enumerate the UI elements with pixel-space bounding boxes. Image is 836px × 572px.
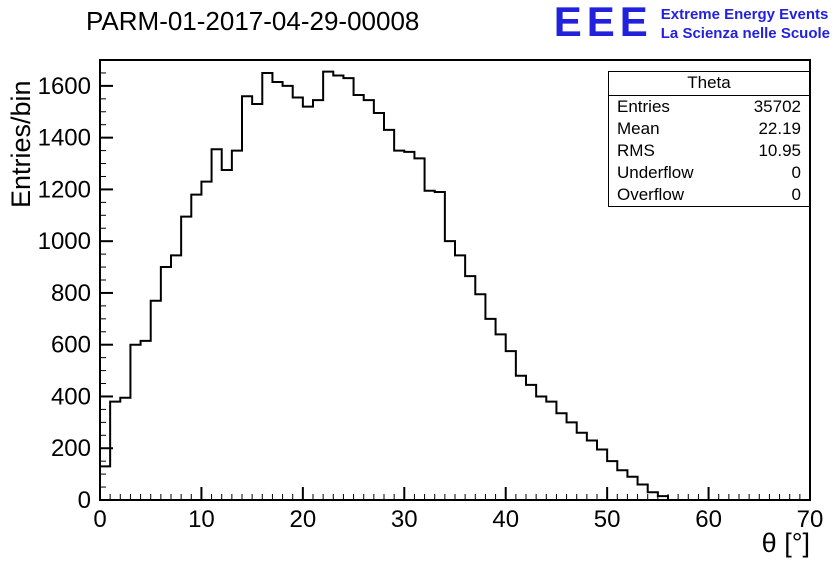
x-tick-label: 30 <box>391 506 418 533</box>
stats-label: Mean <box>617 119 660 138</box>
y-tick-label: 400 <box>51 383 91 410</box>
stats-row-mean: Mean 22.19 <box>609 118 809 140</box>
x-tick-label: 70 <box>797 506 824 533</box>
stats-title: Theta <box>609 72 809 96</box>
x-tick-label: 40 <box>492 506 519 533</box>
stats-value: 0 <box>791 163 801 182</box>
stats-value: 0 <box>791 185 801 204</box>
eee-tagline-2: La Scienza nelle Scuole <box>660 25 830 42</box>
y-tick-label: 1600 <box>38 73 91 100</box>
x-axis-label: θ [°] <box>762 528 810 558</box>
stats-label: RMS <box>617 141 655 160</box>
eee-logo: EEE Extreme Energy Events La Scienza nel… <box>553 0 830 45</box>
y-tick-label: 1400 <box>38 125 91 152</box>
y-tick-label: 0 <box>78 487 91 514</box>
y-tick-label: 200 <box>51 435 91 462</box>
histogram-line <box>99 70 810 501</box>
y-tick-label: 1200 <box>38 176 91 203</box>
stats-label: Entries <box>617 97 670 116</box>
x-tick-label: 20 <box>290 506 317 533</box>
stats-row-underflow: Underflow 0 <box>609 162 809 184</box>
eee-tagline-1: Extreme Energy Events <box>660 6 829 23</box>
y-tick-label: 800 <box>51 280 91 307</box>
stats-value: 22.19 <box>758 119 801 138</box>
eee-logo-taglines: Extreme Energy Events La Scienza nelle S… <box>661 3 830 43</box>
x-tick-label: 10 <box>188 506 215 533</box>
stats-label: Overflow <box>617 185 685 204</box>
stats-value: 10.95 <box>758 141 801 160</box>
stats-row-rms: RMS 10.95 <box>609 140 809 162</box>
x-tick-label: 50 <box>594 506 621 533</box>
stats-label: Underflow <box>617 163 694 182</box>
y-tick-label: 600 <box>51 332 91 359</box>
y-axis-label: Entries/bin <box>6 80 36 208</box>
x-tick-label: 60 <box>695 506 722 533</box>
stats-row-overflow: Overflow 0 <box>609 184 809 206</box>
y-tick-label: 1000 <box>38 228 91 255</box>
plot-title: PARM-01-2017-04-29-00008 <box>86 6 420 36</box>
x-tick-label: 0 <box>93 506 106 533</box>
eee-logo-text: EEE <box>553 0 653 45</box>
stats-row-entries: Entries 35702 <box>609 96 809 118</box>
stats-value: 35702 <box>753 97 801 116</box>
stats-box: Theta Entries 35702 Mean 22.19 RMS 10.95… <box>608 71 810 207</box>
